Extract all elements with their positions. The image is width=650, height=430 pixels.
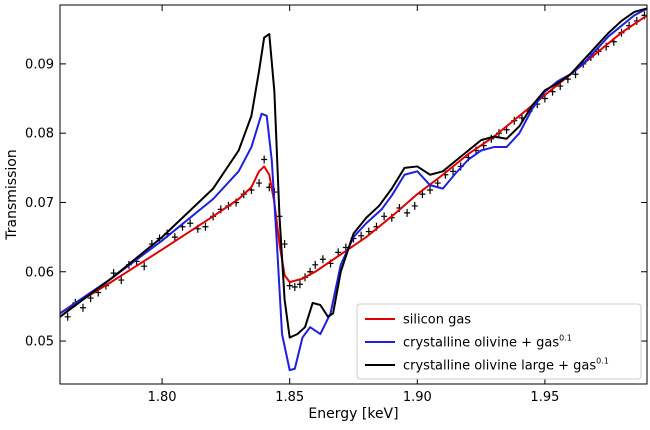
x-tick-label: 1.80 [148, 390, 177, 405]
data-point [64, 312, 71, 321]
data-point [291, 282, 298, 291]
x-axis-label: Energy [keV] [308, 406, 398, 422]
y-tick-label: 0.06 [25, 265, 54, 280]
x-tick-label: 1.95 [530, 390, 559, 405]
data-point [118, 276, 125, 285]
series-line-3 [60, 7, 647, 339]
data-point [434, 179, 441, 188]
legend-label-1: silicon gas [403, 313, 471, 328]
data-layer [60, 7, 647, 372]
observed-data [64, 11, 647, 321]
data-point [171, 233, 178, 242]
data-point [141, 262, 148, 271]
series-line-2 [60, 7, 647, 372]
y-tick-label: 0.07 [25, 196, 54, 211]
data-point [572, 70, 579, 79]
data-point [358, 231, 365, 240]
data-point [296, 280, 303, 289]
legend-label-2: crystalline olivine + gas0.1 [403, 334, 572, 351]
data-point [202, 222, 209, 231]
data-point [187, 219, 194, 228]
data-point [79, 303, 86, 312]
data-point [427, 185, 434, 194]
data-point [411, 201, 418, 210]
data-point [450, 167, 457, 176]
data-point [319, 255, 326, 264]
data-point [261, 155, 268, 164]
x-tick-label: 1.90 [403, 390, 432, 405]
y-axis-label: Transmission [4, 149, 20, 240]
data-point [381, 212, 388, 221]
legend-box [356, 303, 642, 380]
axes-layer: 1.80 1.85 1.90 1.95 0.05 0.06 0.07 0.08 0.09 [25, 4, 648, 405]
data-point [256, 179, 263, 188]
y-tick-label: 0.08 [25, 127, 54, 142]
legend: silicon gas crystalline olivine + gas0.1 c… [356, 303, 642, 380]
legend-label-3: crystalline olivine large + gas0.1 [403, 357, 609, 374]
series-line-1 [60, 14, 647, 315]
data-point [404, 208, 411, 217]
y-tick-label: 0.09 [25, 57, 54, 72]
y-tick-label: 0.05 [25, 335, 54, 350]
data-point [312, 260, 319, 269]
x-tick-label: 1.85 [275, 390, 304, 405]
plot-frame [59, 4, 648, 385]
data-point [281, 240, 288, 249]
